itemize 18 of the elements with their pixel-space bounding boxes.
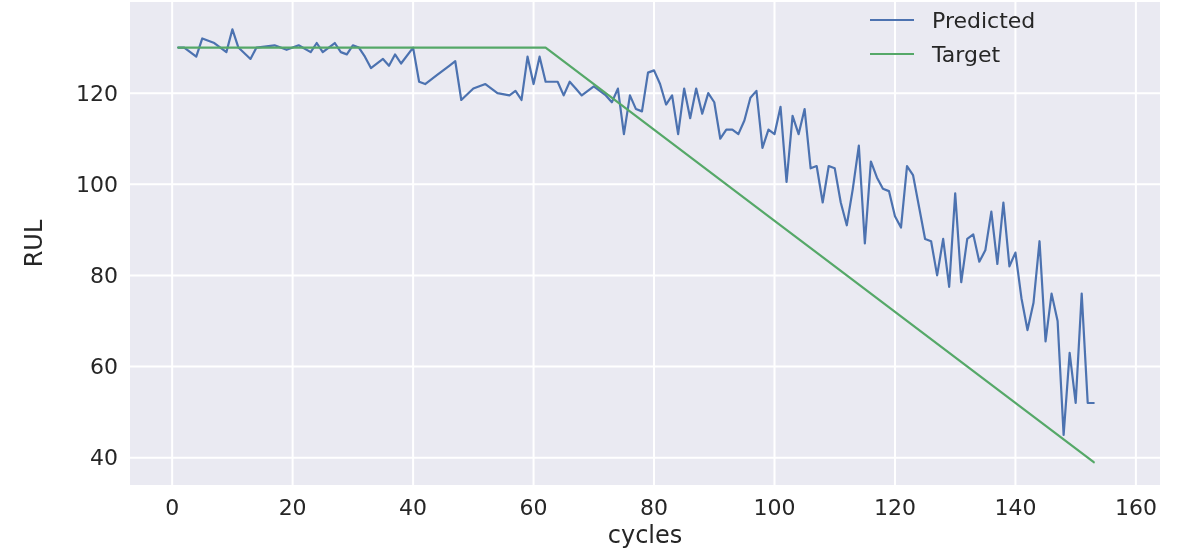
legend-label: Target bbox=[931, 41, 1001, 67]
x-tick-label: 60 bbox=[519, 495, 548, 520]
x-tick-label: 80 bbox=[640, 495, 669, 520]
x-tick-label: 0 bbox=[165, 495, 180, 520]
x-tick-label: 40 bbox=[399, 495, 428, 520]
y-tick-label: 60 bbox=[90, 354, 118, 380]
x-tick-label: 160 bbox=[1114, 495, 1157, 520]
y-tick-label: 40 bbox=[90, 445, 118, 471]
y-tick-label: 80 bbox=[90, 263, 118, 289]
y-axis-title: RUL bbox=[20, 219, 48, 268]
y-tick-label: 120 bbox=[76, 80, 118, 106]
x-tick-label: 120 bbox=[873, 495, 916, 520]
x-axis-title: cycles bbox=[607, 521, 683, 549]
legend-label: Predicted bbox=[932, 7, 1036, 33]
x-tick-label: 140 bbox=[994, 495, 1037, 520]
x-tick-label: 100 bbox=[753, 495, 796, 520]
y-tick-label: 100 bbox=[76, 171, 118, 197]
x-tick-label: 20 bbox=[278, 495, 307, 520]
